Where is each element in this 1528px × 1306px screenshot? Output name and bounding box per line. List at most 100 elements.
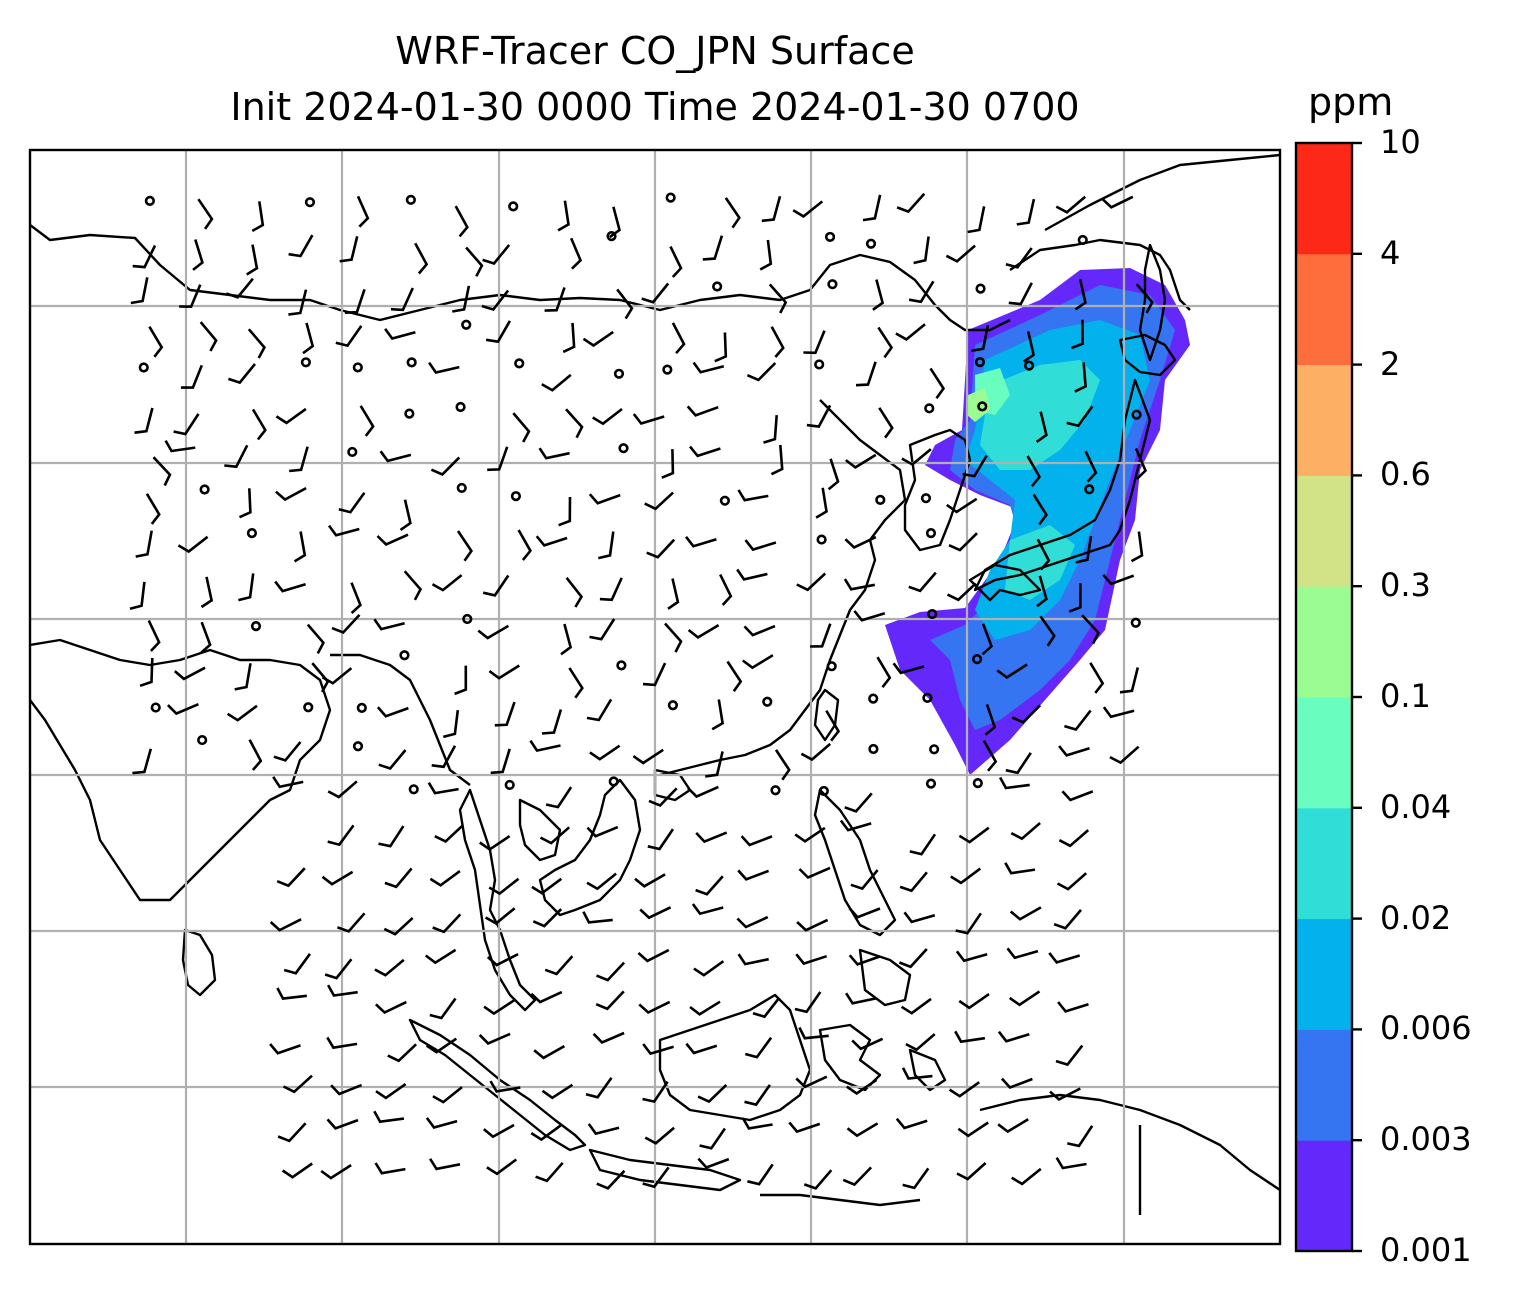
calm-wind-marker <box>972 654 983 665</box>
wind-barb <box>1070 319 1084 350</box>
coast-sakhalin <box>1138 243 1167 362</box>
wind-barb <box>948 1081 980 1098</box>
wind-barb <box>587 1123 620 1136</box>
wind-barb <box>714 332 728 363</box>
wind-barb <box>374 1162 406 1175</box>
wind-barb <box>326 1118 359 1130</box>
wind-barb <box>560 623 573 656</box>
wind-barb <box>541 1083 574 1100</box>
wind-barb <box>589 618 616 641</box>
wind-barb <box>586 872 617 891</box>
calm-wind-marker <box>608 776 619 787</box>
wind-barb <box>306 623 325 655</box>
wind-barb <box>744 1084 771 1107</box>
wind-barb <box>489 1080 521 1093</box>
wind-barb <box>844 792 873 813</box>
wind-barb <box>599 577 623 602</box>
wind-barb <box>641 282 670 304</box>
calm-wind-marker <box>304 197 316 208</box>
calm-wind-marker <box>462 613 473 625</box>
wind-barb <box>327 824 355 847</box>
wind-barb <box>1000 1077 1033 1090</box>
wind-barb <box>876 656 892 688</box>
colorbar-band <box>1296 475 1352 587</box>
wind-barb <box>434 824 464 843</box>
calm-wind-marker <box>929 744 940 755</box>
wind-barb <box>276 987 307 1000</box>
wind-barb <box>532 908 563 928</box>
wind-barb <box>736 915 769 929</box>
wind-barb <box>482 1123 515 1139</box>
calm-wind-marker <box>197 734 208 746</box>
wind-barb <box>531 877 563 895</box>
calm-wind-marker <box>405 194 416 205</box>
wind-barb <box>431 574 463 592</box>
wind-barb <box>173 413 200 436</box>
calm-wind-marker <box>770 785 781 796</box>
calm-wind-marker <box>662 364 673 375</box>
wind-barb <box>488 664 520 680</box>
wind-barb <box>269 1043 301 1055</box>
calm-wind-marker <box>455 401 466 413</box>
wind-barb <box>637 948 670 963</box>
wind-barb <box>1006 947 1039 960</box>
wind-barb <box>180 364 204 389</box>
wind-barb <box>806 404 832 429</box>
wind-barb <box>736 568 768 581</box>
calm-wind-marker <box>972 777 983 789</box>
calm-wind-marker <box>508 201 519 212</box>
colorbar-tick-label: 0.001 <box>1380 1231 1472 1269</box>
wind-barb <box>164 439 196 453</box>
calm-wind-marker <box>1084 484 1095 495</box>
wind-barb <box>971 325 990 353</box>
colorbar-band <box>1296 364 1352 476</box>
wind-barb <box>403 570 423 601</box>
coast-sri-lanka <box>181 928 217 997</box>
coast-north-asia <box>30 224 1011 332</box>
wind-barb <box>326 984 358 997</box>
wind-barb <box>746 362 777 382</box>
wind-barb <box>1109 745 1140 765</box>
colorbar-unit-label: ppm <box>1308 80 1394 124</box>
calm-wind-marker <box>356 702 367 713</box>
wind-barb <box>148 326 164 358</box>
wind-barb <box>541 373 572 392</box>
wind-barb <box>642 1080 669 1104</box>
wind-barb <box>638 1000 671 1015</box>
wind-barb <box>1009 906 1042 921</box>
wind-barb <box>484 907 516 925</box>
calm-wind-marker <box>868 743 879 755</box>
calm-wind-marker <box>399 650 410 661</box>
wind-barb <box>595 990 625 1011</box>
wind-barb <box>685 1042 718 1055</box>
wind-barb <box>667 578 680 610</box>
wind-barb <box>642 1166 670 1189</box>
wind-barb <box>684 535 717 548</box>
wind-barb <box>535 1161 564 1183</box>
coast-taiwan <box>813 688 840 742</box>
wind-barb <box>483 999 515 1016</box>
wind-barb <box>427 782 459 795</box>
wind-barb <box>586 825 619 838</box>
wind-barb <box>982 739 998 772</box>
coast-lesser-sunda <box>760 1193 921 1207</box>
calm-wind-marker <box>712 281 723 292</box>
wind-barb <box>545 786 573 809</box>
wind-barb <box>414 242 429 275</box>
wind-barb <box>390 287 414 312</box>
wind-barb <box>955 912 982 935</box>
wind-barb <box>376 706 409 718</box>
wind-barb <box>425 1117 458 1129</box>
wind-barb <box>946 582 977 602</box>
wind-barb <box>845 992 877 1005</box>
wind-barb <box>225 277 254 299</box>
wind-barb <box>288 289 308 316</box>
wind-barbs <box>129 192 1154 1190</box>
wind-barb <box>741 1117 773 1130</box>
wind-barb <box>846 1122 879 1138</box>
wind-barb <box>486 952 519 967</box>
wind-barb <box>900 997 932 1015</box>
wind-barb <box>697 1083 728 1104</box>
calm-wind-marker <box>924 403 935 414</box>
wind-barb <box>132 748 153 775</box>
